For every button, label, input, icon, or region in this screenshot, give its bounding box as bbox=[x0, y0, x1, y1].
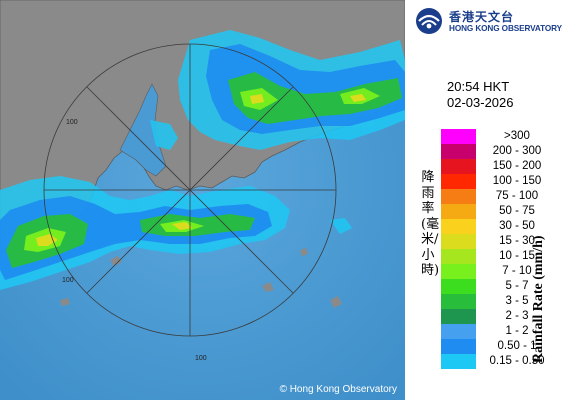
range-rings bbox=[43, 43, 337, 337]
legend-swatch bbox=[441, 174, 476, 189]
island-small-5 bbox=[60, 298, 70, 306]
legend-swatch bbox=[441, 144, 476, 159]
legend-swatch bbox=[441, 339, 476, 354]
legend-item: 50 - 75 bbox=[441, 204, 561, 219]
legend-item: 3 - 5 bbox=[441, 294, 561, 309]
copyright-text: © Hong Kong Observatory bbox=[279, 384, 397, 395]
legend-swatch bbox=[441, 249, 476, 264]
legend-swatch bbox=[441, 354, 476, 369]
legend-range-label: 75 - 100 bbox=[495, 190, 539, 202]
rain-echo-yellow bbox=[36, 94, 366, 246]
legend-range-label: 15 - 30 bbox=[499, 235, 535, 247]
range-label-west: 100 bbox=[62, 277, 74, 284]
range-label-south: 100 bbox=[195, 355, 207, 362]
observation-time: 20:54 HKT bbox=[447, 79, 510, 94]
legend-item: 0.50 - 1 bbox=[441, 339, 561, 354]
island-small-1 bbox=[110, 256, 122, 266]
hko-logo: 香港天文台 HONG KONG OBSERVATORY bbox=[415, 7, 575, 37]
island-small-3 bbox=[262, 282, 274, 292]
legend-item: 200 - 300 bbox=[441, 144, 561, 159]
legend-range-label: 3 - 5 bbox=[505, 295, 529, 307]
legend-title-zh: 降雨率(毫米/小時) bbox=[421, 170, 440, 278]
legend-item: 75 - 100 bbox=[441, 189, 561, 204]
info-panel: 香港天文台 HONG KONG OBSERVATORY 20:54 HKT 02… bbox=[405, 0, 577, 400]
legend-item: 5 - 7 bbox=[441, 279, 561, 294]
legend-range-label: >300 bbox=[504, 130, 530, 142]
org-name-zh: 香港天文台 bbox=[449, 10, 515, 24]
legend-range-label: 5 - 7 bbox=[505, 280, 529, 292]
legend-swatch bbox=[441, 279, 476, 294]
legend-swatch bbox=[441, 264, 476, 279]
legend-range-label: 7 - 10 bbox=[502, 265, 532, 277]
range-label-northwest: 100 bbox=[66, 119, 78, 126]
legend-item: 100 - 150 bbox=[441, 174, 561, 189]
hko-emblem-icon bbox=[416, 8, 442, 34]
rainfall-legend: >300 200 - 300 150 - 200 100 - 150 75 - 100 5… bbox=[441, 129, 561, 369]
legend-item: 15 - 30 bbox=[441, 234, 561, 249]
org-name-en: HONG KONG OBSERVATORY bbox=[449, 24, 562, 33]
legend-range-label: 200 - 300 bbox=[492, 145, 542, 157]
radar-image: 100 100 100 bbox=[0, 0, 405, 400]
legend-swatch bbox=[441, 219, 476, 234]
legend-range-label: 10 - 15 bbox=[499, 250, 535, 262]
legend-range-label: 100 - 150 bbox=[492, 175, 542, 187]
legend-swatch bbox=[441, 189, 476, 204]
island-small-4 bbox=[300, 248, 308, 256]
legend-item: 10 - 15 bbox=[441, 249, 561, 264]
island-small-2 bbox=[330, 296, 342, 308]
legend-swatch bbox=[441, 129, 476, 144]
legend-swatch bbox=[441, 159, 476, 174]
legend-item: 150 - 200 bbox=[441, 159, 561, 174]
legend-swatch bbox=[441, 309, 476, 324]
legend-range-label: 2 - 3 bbox=[505, 310, 529, 322]
legend-swatch bbox=[441, 294, 476, 309]
legend-swatch bbox=[441, 204, 476, 219]
radar-map: 100 100 100 © Hong Kong Observatory bbox=[0, 0, 405, 400]
observation-date: 02-03-2026 bbox=[447, 95, 514, 110]
legend-range-label: 0.50 - 1 bbox=[497, 340, 537, 352]
legend-range-label: 50 - 75 bbox=[499, 205, 535, 217]
legend-item: 1 - 2 bbox=[441, 324, 561, 339]
legend-item: 7 - 10 bbox=[441, 264, 561, 279]
legend-range-label: 30 - 50 bbox=[499, 220, 535, 232]
legend-range-label: 150 - 200 bbox=[492, 160, 542, 172]
legend-item: 0.15 - 0.50 bbox=[441, 354, 561, 369]
legend-range-label: 1 - 2 bbox=[505, 325, 529, 337]
legend-item: 30 - 50 bbox=[441, 219, 561, 234]
legend-item: 2 - 3 bbox=[441, 309, 561, 324]
legend-swatch bbox=[441, 324, 476, 339]
legend-swatch bbox=[441, 234, 476, 249]
legend-range-label: 0.15 - 0.50 bbox=[489, 355, 545, 367]
legend-item: >300 bbox=[441, 129, 561, 144]
